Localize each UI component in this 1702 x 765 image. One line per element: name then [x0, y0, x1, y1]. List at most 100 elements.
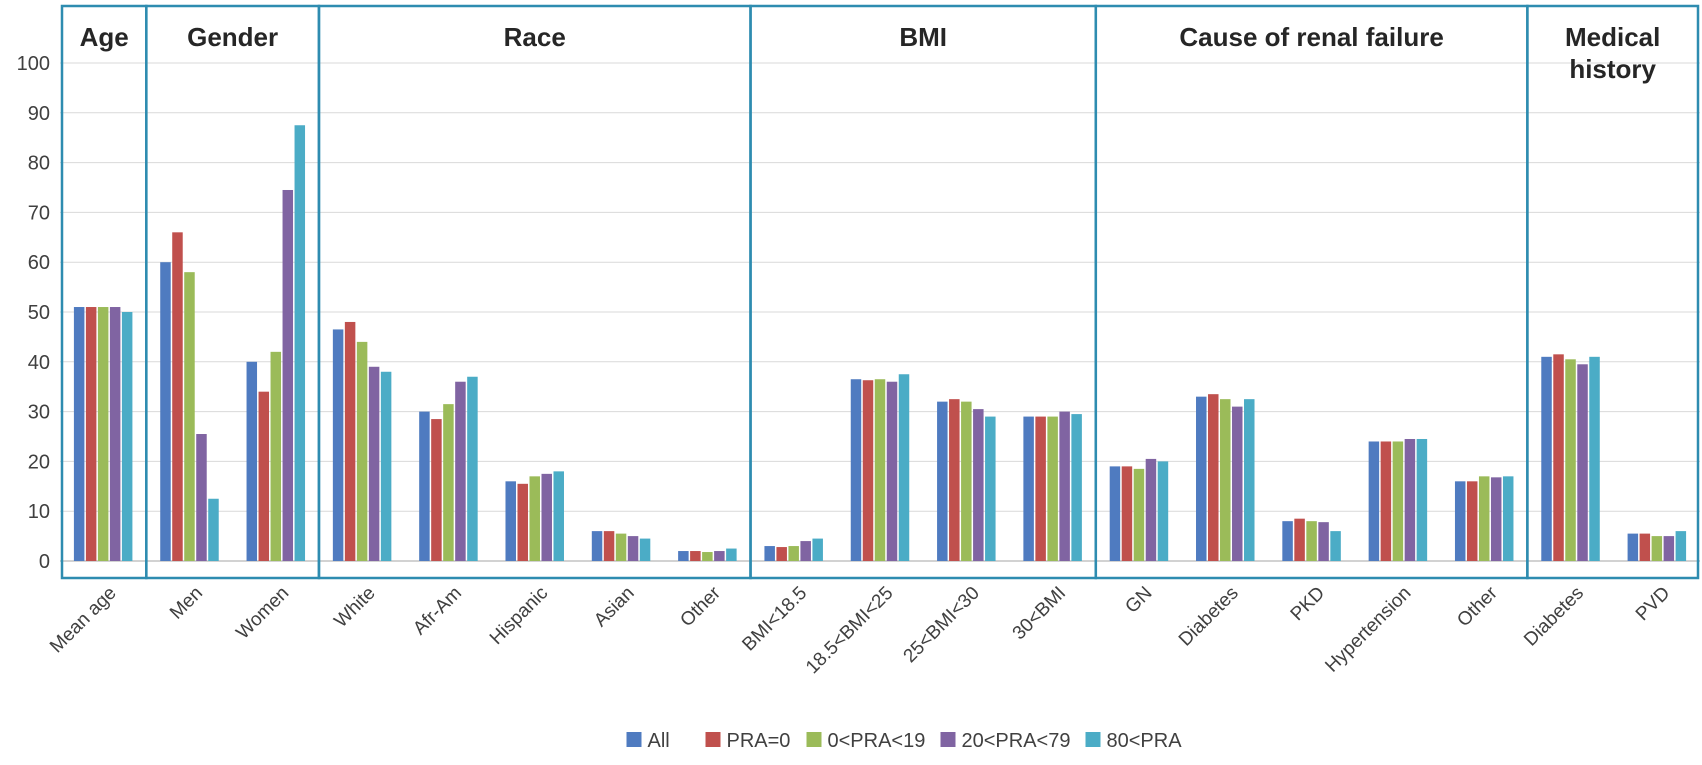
- bar-20-pra-79-white: [368, 366, 380, 561]
- group-header: Cause of renal failure: [1179, 22, 1443, 52]
- bar-20-pra-79-women: [282, 189, 294, 562]
- bar-pra-0-white: [344, 321, 356, 561]
- bar-pra-0-25-bmi-30: [949, 399, 960, 561]
- legend-label: 20<PRA<79: [962, 730, 1071, 752]
- bar-0-pra-19-afr-am: [443, 404, 454, 561]
- bar-80-pra-pkd: [1330, 531, 1341, 561]
- y-tick-label: 80: [28, 153, 50, 175]
- bar-80-pra-women: [294, 125, 306, 561]
- group-header: Gender: [187, 22, 278, 52]
- bar-0-pra-19-30-bmi: [1047, 416, 1058, 561]
- legend-label: 0<PRA<19: [828, 730, 926, 752]
- bar-0-pra-19-bmi-18-5: [788, 546, 799, 561]
- bar-0-pra-19-other: [702, 552, 713, 561]
- bar-all-diabetes: [1541, 356, 1552, 561]
- bar-all-hypertension: [1368, 441, 1380, 561]
- bar-80-pra-asian: [639, 538, 651, 561]
- y-tick-label: 90: [28, 103, 50, 125]
- group-header: BMI: [899, 22, 947, 52]
- bar-pra-0-bmi-18-5: [776, 547, 787, 561]
- group-header: Age: [80, 22, 129, 52]
- bar-pra-0-diabetes: [1208, 394, 1219, 561]
- bar-pra-0-men: [172, 232, 183, 561]
- legend-swatch: [940, 732, 956, 747]
- legend-swatch: [626, 732, 642, 747]
- x-category-label: Other: [1453, 582, 1502, 631]
- x-axis-category-labels: Mean age Men Women White Afr-Am Hispanic Asian…: [46, 582, 1674, 678]
- legend-label: All: [648, 730, 670, 752]
- bar-80-pra-pvd: [1675, 531, 1687, 561]
- bar-0-pra-19-mean-age: [97, 307, 109, 561]
- x-category-label: BMI<18.5: [738, 583, 811, 656]
- bar-0-pra-19-pkd: [1306, 521, 1317, 561]
- x-category-label: Diabetes: [1520, 583, 1588, 651]
- bar-20-pra-79-mean-age: [109, 307, 121, 561]
- bar-all-30-bmi: [1023, 416, 1034, 561]
- x-category-label: GN: [1121, 583, 1156, 618]
- bar-80-pra-mean-age: [121, 312, 133, 561]
- bar-0-pra-19-pvd: [1651, 536, 1663, 561]
- bar-0-pra-19-white: [356, 341, 368, 561]
- bar-all-25-bmi-30: [937, 401, 948, 561]
- x-category-label: Men: [166, 583, 207, 624]
- category-group-boxes: Age Gender Race BMI Cause of renal failure Me…: [60, 4, 1700, 580]
- bar-all-mean-age: [73, 307, 85, 561]
- bar-0-pra-19-other: [1478, 476, 1490, 561]
- bar-80-pra-30-bmi: [1071, 414, 1082, 561]
- legend-item: All: [626, 730, 670, 752]
- bar-0-pra-19-hypertension: [1392, 441, 1404, 561]
- bar-0-pra-19-diabetes: [1220, 399, 1231, 561]
- y-tick-label: 0: [39, 551, 50, 573]
- group-header: Race: [504, 22, 566, 52]
- x-category-label: 25<BMI<30: [900, 583, 984, 667]
- bar-pra-0-women: [258, 391, 270, 561]
- bar-pra-0-pvd: [1639, 533, 1651, 561]
- bar-80-pra-25-bmi-30: [985, 416, 996, 561]
- x-category-label: Mean age: [46, 583, 121, 658]
- bar-0-pra-19-gn: [1133, 468, 1145, 561]
- x-category-label: White: [330, 583, 379, 632]
- bar-pra-0-pkd: [1294, 518, 1305, 561]
- bar-0-pra-19-hispanic: [529, 476, 540, 561]
- bar-all-hispanic: [505, 481, 516, 561]
- y-tick-label: 20: [28, 451, 50, 473]
- bar-all-women: [246, 361, 258, 561]
- legend-item: 20<PRA<79: [940, 730, 1071, 752]
- bar-all-other: [678, 551, 689, 561]
- bar-0-pra-19-18-5-bmi-25: [874, 379, 886, 561]
- bar-20-pra-79-gn: [1145, 458, 1157, 561]
- y-tick-label: 70: [28, 202, 50, 224]
- bar-20-pra-79-other: [1490, 477, 1502, 561]
- bar-80-pra-diabetes: [1589, 356, 1600, 561]
- bar-all-pkd: [1282, 521, 1293, 561]
- bar-20-pra-79-30-bmi: [1059, 411, 1070, 561]
- group-box: [145, 4, 321, 580]
- bar-pra-0-asian: [603, 531, 615, 561]
- bar-80-pra-other: [1502, 476, 1514, 561]
- bar-80-pra-gn: [1157, 461, 1169, 561]
- bar-20-pra-79-diabetes: [1577, 364, 1588, 561]
- bar-20-pra-79-18-5-bmi-25: [886, 381, 898, 561]
- y-tick-label: 30: [28, 402, 50, 424]
- bar-0-pra-19-men: [184, 272, 195, 561]
- bar-all-diabetes: [1196, 396, 1207, 561]
- bar-all-men: [160, 262, 171, 561]
- bar-pra-0-other: [1466, 481, 1478, 561]
- x-category-label: Women: [232, 583, 293, 644]
- bars: [73, 125, 1687, 562]
- bar-20-pra-79-hypertension: [1404, 438, 1416, 561]
- x-category-label: Other: [676, 582, 725, 631]
- x-category-label: PKD: [1287, 583, 1329, 625]
- bar-pra-0-gn: [1121, 466, 1133, 561]
- legend: All PRA=0 0<PRA<19 20<PRA<79 80<PRA: [626, 730, 1182, 752]
- bar-all-gn: [1109, 466, 1121, 561]
- y-tick-label: 50: [28, 302, 50, 324]
- legend-label: PRA=0: [727, 730, 791, 752]
- y-tick-label: 40: [28, 352, 50, 374]
- bar-pra-0-hispanic: [517, 483, 528, 561]
- y-tick-label: 60: [28, 252, 50, 274]
- bar-80-pra-18-5-bmi-25: [898, 374, 910, 561]
- x-category-label: PVD: [1632, 583, 1674, 625]
- bar-pra-0-afr-am: [431, 419, 442, 561]
